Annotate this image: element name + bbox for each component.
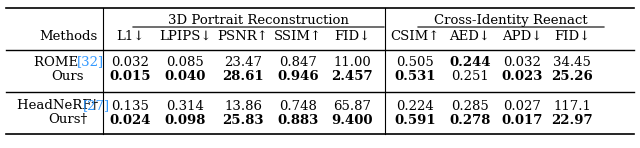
Text: [27]: [27]	[83, 99, 109, 112]
Text: 0.023: 0.023	[501, 70, 543, 82]
Text: 0.027: 0.027	[503, 99, 541, 112]
Text: 0.032: 0.032	[111, 56, 149, 69]
Text: 0.015: 0.015	[109, 70, 151, 82]
Text: 28.61: 28.61	[222, 70, 264, 82]
Text: 0.017: 0.017	[501, 114, 543, 127]
Text: 22.97: 22.97	[551, 114, 593, 127]
Text: 0.531: 0.531	[394, 70, 436, 82]
Text: LPIPS↓: LPIPS↓	[159, 29, 211, 42]
Text: 0.085: 0.085	[166, 56, 204, 69]
Text: 0.285: 0.285	[451, 99, 489, 112]
Text: 13.86: 13.86	[224, 99, 262, 112]
Text: 0.024: 0.024	[109, 114, 151, 127]
Text: 9.400: 9.400	[332, 114, 372, 127]
Text: 0.098: 0.098	[164, 114, 205, 127]
Text: 0.032: 0.032	[503, 56, 541, 69]
Text: 0.748: 0.748	[279, 99, 317, 112]
Text: 0.278: 0.278	[449, 114, 491, 127]
Text: 11.00: 11.00	[333, 56, 371, 69]
Text: 0.251: 0.251	[451, 70, 489, 82]
Text: CSIM↑: CSIM↑	[390, 29, 440, 42]
Text: 2.457: 2.457	[331, 70, 373, 82]
Text: 65.87: 65.87	[333, 99, 371, 112]
Text: Cross-Identity Reenact: Cross-Identity Reenact	[434, 13, 588, 26]
Text: [32]: [32]	[76, 56, 104, 69]
Text: SSIM↑: SSIM↑	[274, 29, 322, 42]
Text: Ours†: Ours†	[49, 114, 88, 127]
Text: Methods: Methods	[39, 29, 97, 42]
Text: 0.946: 0.946	[277, 70, 319, 82]
Text: 117.1: 117.1	[553, 99, 591, 112]
Text: 0.314: 0.314	[166, 99, 204, 112]
Text: 0.591: 0.591	[394, 114, 436, 127]
Text: 0.505: 0.505	[396, 56, 434, 69]
Text: APD↓: APD↓	[502, 29, 542, 42]
Text: HeadNeRF†: HeadNeRF†	[17, 99, 102, 112]
Text: 0.040: 0.040	[164, 70, 205, 82]
Text: 3D Portrait Reconstruction: 3D Portrait Reconstruction	[168, 13, 349, 26]
Text: L1↓: L1↓	[116, 29, 144, 42]
Text: 0.847: 0.847	[279, 56, 317, 69]
Text: 25.83: 25.83	[222, 114, 264, 127]
Text: FID↓: FID↓	[554, 29, 590, 42]
Text: ROME: ROME	[34, 56, 82, 69]
Text: AED↓: AED↓	[449, 29, 490, 42]
Text: PSNR↑: PSNR↑	[218, 29, 268, 42]
Text: 23.47: 23.47	[224, 56, 262, 69]
Text: Ours: Ours	[52, 70, 84, 82]
Text: 34.45: 34.45	[553, 56, 591, 69]
Text: 0.135: 0.135	[111, 99, 149, 112]
Text: 0.244: 0.244	[449, 56, 491, 69]
Text: 0.224: 0.224	[396, 99, 434, 112]
Text: 25.26: 25.26	[551, 70, 593, 82]
Text: FID↓: FID↓	[334, 29, 370, 42]
Text: 0.883: 0.883	[277, 114, 319, 127]
